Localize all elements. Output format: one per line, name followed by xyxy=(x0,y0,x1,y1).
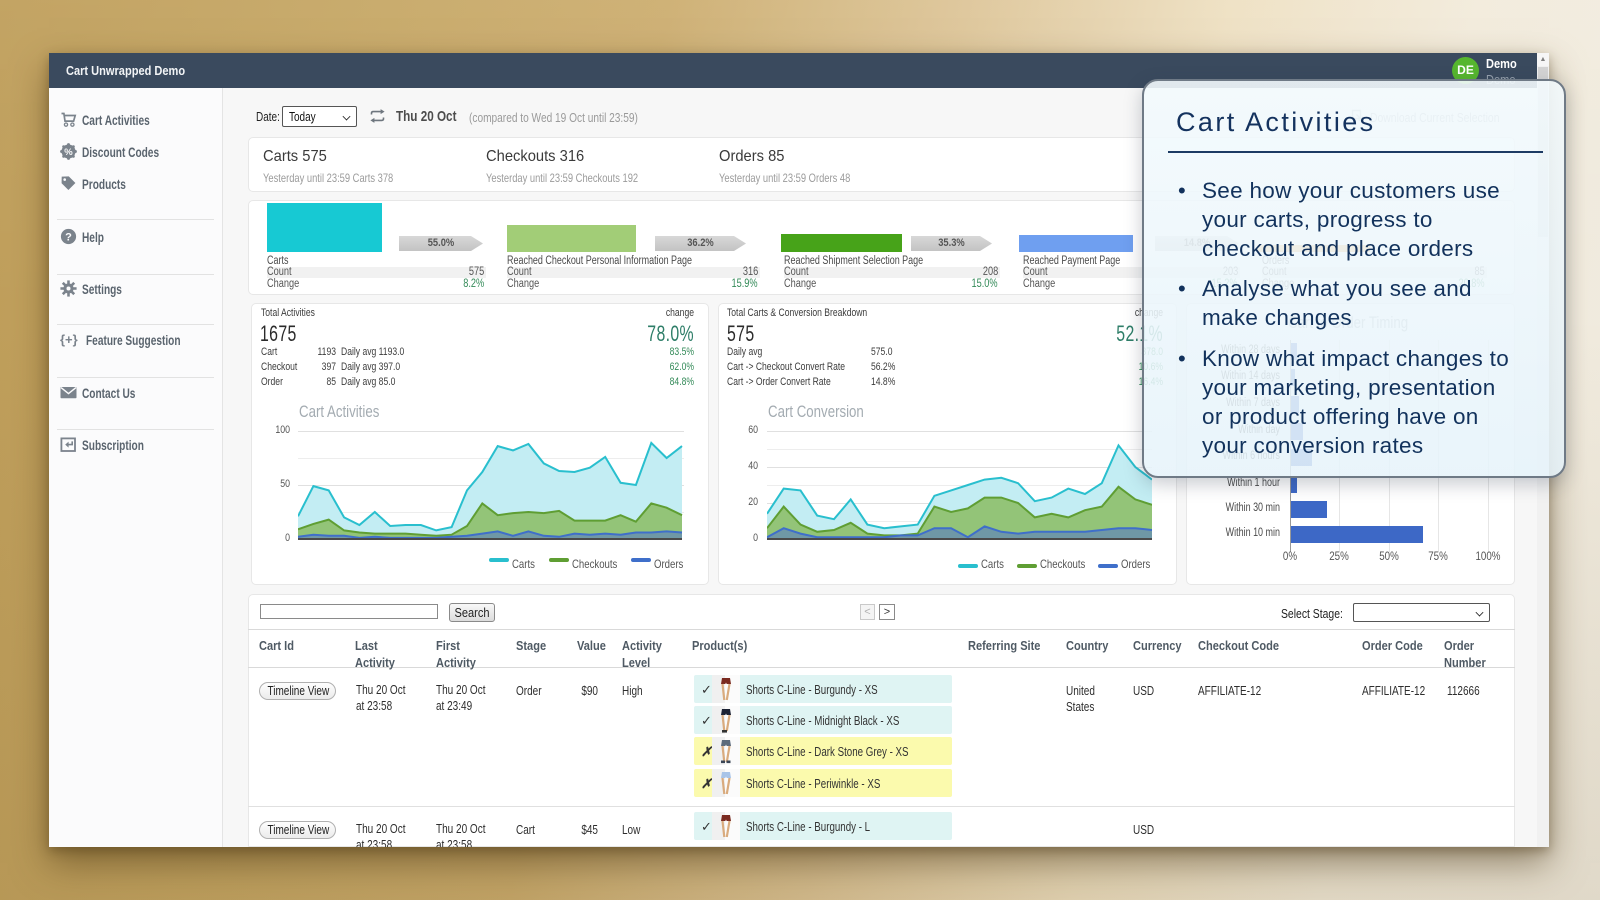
svg-text:?: ? xyxy=(65,231,72,243)
svg-text:%: % xyxy=(64,147,73,158)
svg-text:{+}: {+} xyxy=(60,332,78,347)
